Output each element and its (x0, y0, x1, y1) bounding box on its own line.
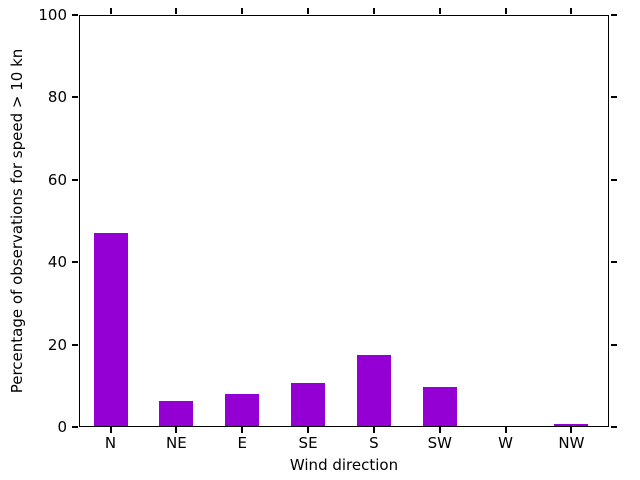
y-tick-left (71, 343, 78, 346)
bar-S (356, 354, 391, 427)
x-tick-label-SE: SE (298, 434, 318, 452)
x-axis-label: Wind direction (289, 456, 399, 474)
x-tick-label-W: W (498, 434, 514, 452)
x-tick-top-N (109, 7, 112, 14)
x-tick-bottom-W (504, 427, 507, 433)
x-tick-label-NW: NW (558, 434, 585, 452)
x-tick-label-N: N (104, 434, 117, 452)
x-tick-label-S: S (369, 434, 379, 452)
y-tick-left (71, 96, 78, 99)
bar-E (225, 394, 260, 427)
x-tick-label-E: E (237, 434, 247, 452)
x-tick-top-W (504, 7, 507, 14)
bar-NE (159, 401, 194, 427)
y-tick-right (610, 14, 617, 16)
plot-area (71, 7, 617, 433)
x-tick-bottom-NE (175, 427, 178, 433)
bar-N (93, 233, 128, 427)
x-tick-top-SE (307, 7, 310, 14)
x-tick-bottom-SW (438, 427, 441, 433)
x-tick-bottom-E (241, 427, 244, 433)
y-tick-right (610, 343, 617, 346)
y-tick-left (71, 261, 78, 264)
y-tick-right (610, 426, 617, 428)
x-tick-bottom-S (372, 427, 375, 433)
bar-SE (291, 383, 326, 427)
x-tick-top-NW (570, 7, 573, 14)
x-tick-label-SW: SW (427, 434, 452, 452)
y-tick-label-100: 100 (38, 6, 67, 24)
x-tick-top-NE (175, 7, 178, 14)
y-tick-right (610, 261, 617, 264)
y-tick-left (71, 14, 78, 16)
x-tick-top-SW (438, 7, 441, 14)
y-tick-label-60: 60 (47, 170, 67, 189)
bar-SW (422, 387, 457, 427)
x-tick-bottom-NW (570, 427, 573, 433)
y-tick-label-80: 80 (47, 88, 67, 107)
y-tick-label-0: 0 (57, 418, 67, 436)
y-tick-right (610, 178, 617, 181)
y-tick-left (71, 178, 78, 181)
x-tick-label-NE: NE (165, 434, 187, 452)
x-tick-bottom-SE (307, 427, 310, 433)
y-tick-label-20: 20 (47, 335, 67, 354)
y-tick-left (71, 426, 78, 428)
y-tick-label-40: 40 (47, 253, 67, 272)
bar-NW (554, 424, 589, 427)
x-tick-top-E (241, 7, 244, 14)
x-tick-bottom-N (109, 427, 112, 433)
y-axis-label: Percentage of observations for speed > 1… (8, 48, 26, 394)
y-tick-right (610, 96, 617, 99)
x-tick-top-S (372, 7, 375, 14)
